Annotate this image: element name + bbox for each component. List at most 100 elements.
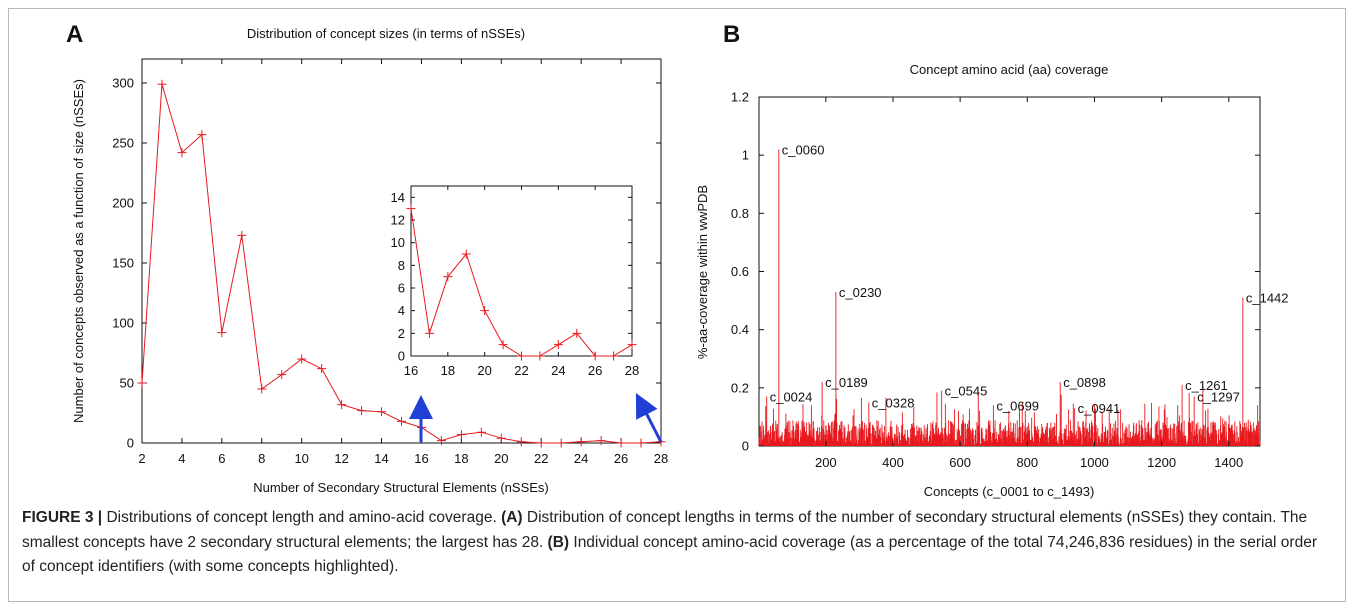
data-point	[536, 438, 546, 448]
data-point	[177, 148, 187, 158]
inset-data-point	[590, 351, 600, 361]
x-tick-label: 14	[374, 451, 388, 466]
data-point	[516, 437, 526, 447]
inset-x-tick-label: 24	[551, 363, 565, 378]
data-point	[297, 354, 307, 364]
inset-data-point	[443, 272, 453, 282]
panel-b-y-axis-label: %-aa-coverage within wwPDB	[695, 185, 710, 359]
inset-x-tick-label: 28	[625, 363, 639, 378]
inset-y-tick-label: 8	[398, 258, 405, 273]
panel-b-axis-ticks: 200 400 600 800 1000 1200 1400 0 0.2 0.4 0.6 0.8 1 1.…	[731, 90, 1260, 470]
inset-y-tick-label: 12	[391, 213, 405, 228]
data-point	[496, 433, 506, 443]
data-point	[277, 370, 287, 380]
inset-x-tick-label: 18	[441, 363, 455, 378]
coverage-bars	[758, 149, 1261, 446]
x-tick-label: 400	[882, 455, 904, 470]
highlight-label: c_0230	[839, 285, 882, 300]
data-point	[476, 427, 486, 437]
caption-lead: Distributions of concept length and amin…	[102, 509, 502, 526]
panel-b-bars	[758, 149, 1261, 446]
caption-b-text: Individual concept amino-acid coverage (…	[22, 533, 1317, 576]
x-tick-label: 600	[949, 455, 971, 470]
data-point	[357, 406, 367, 416]
caption-a-label: (A)	[501, 509, 523, 526]
caption-figure-label: FIGURE 3 |	[22, 509, 103, 526]
data-point	[157, 79, 167, 89]
inset-data-point	[572, 328, 582, 338]
inset-series	[406, 204, 637, 361]
x-tick-label: 26	[614, 451, 628, 466]
inset-y-tick-label: 6	[398, 281, 405, 296]
highlight-label: c_1261	[1185, 378, 1228, 393]
figure-frame	[8, 8, 1346, 602]
data-point	[616, 438, 626, 448]
inset-data-point	[480, 306, 490, 316]
data-point	[377, 407, 387, 417]
x-tick-label: 8	[258, 451, 265, 466]
data-point	[397, 416, 406, 426]
data-point	[237, 230, 247, 240]
x-tick-label: 800	[1016, 455, 1038, 470]
y-tick-label: 300	[112, 76, 134, 91]
data-point	[257, 384, 267, 394]
inset-y-tick-label: 2	[398, 326, 405, 341]
inset-data-point	[609, 351, 619, 361]
x-tick-label: 2	[138, 451, 145, 466]
x-tick-label: 22	[534, 451, 548, 466]
y-tick-label: 0.8	[731, 206, 749, 221]
x-tick-label: 12	[334, 451, 348, 466]
highlight-label: c_0545	[945, 384, 988, 399]
inset-y-tick-label: 0	[398, 349, 405, 364]
data-point	[456, 430, 466, 440]
data-point	[576, 437, 586, 447]
inset-data-point	[553, 340, 563, 350]
figure-3-graphic: A Distribution of concept sizes (in term…	[66, 21, 1289, 499]
panel-a-axis-ticks: 2 4 6 8 10 12 14 16 18 20 22 24 26 280501001502002503…	[112, 59, 668, 466]
x-tick-label: 6	[218, 451, 225, 466]
inset-data-point	[498, 340, 508, 350]
y-tick-label: 0.2	[731, 380, 749, 395]
panel-a-title: Distribution of concept sizes (in terms …	[247, 26, 525, 41]
y-tick-label: 50	[120, 376, 134, 391]
x-tick-label: 28	[654, 451, 668, 466]
y-tick-label: 250	[112, 136, 134, 151]
highlight-label: c_1297	[1197, 390, 1240, 405]
panel-b-title: Concept amino acid (aa) coverage	[910, 62, 1109, 77]
y-tick-label: 0.6	[731, 264, 749, 279]
highlight-label: c_0024	[770, 390, 813, 405]
inset-y-tick-label: 14	[391, 190, 405, 205]
panel-a-y-axis-label: Number of concepts observed as a functio…	[71, 79, 86, 423]
data-point	[317, 364, 327, 374]
panel-b-plot-frame	[758, 96, 1261, 447]
inset-data-point	[535, 351, 545, 361]
data-point	[636, 438, 646, 448]
panel-b: B Concept amino acid (aa) coverage 200 40…	[695, 21, 1289, 499]
arrow-28-icon	[635, 392, 663, 443]
x-tick-label: 1400	[1214, 455, 1243, 470]
y-tick-label: 0.4	[731, 322, 749, 337]
y-tick-label: 0	[127, 436, 134, 451]
panel-b-letter: B	[723, 21, 740, 48]
highlight-label: c_0189	[825, 375, 868, 390]
data-point	[217, 328, 227, 338]
y-tick-label: 150	[112, 256, 134, 271]
y-tick-label: 1.2	[731, 90, 749, 105]
data-point	[337, 400, 347, 410]
inset-x-tick-label: 26	[588, 363, 602, 378]
x-tick-label: 1000	[1080, 455, 1109, 470]
x-tick-label: 16	[414, 451, 428, 466]
y-tick-label: 100	[112, 316, 134, 331]
inset-data-point	[627, 340, 637, 350]
x-tick-label: 1200	[1147, 455, 1176, 470]
y-tick-label: 1	[742, 148, 749, 163]
highlight-label: c_0060	[782, 142, 825, 157]
inset-y-tick-label: 4	[398, 303, 405, 318]
x-tick-label: 20	[494, 451, 508, 466]
inset-data-point	[406, 204, 416, 214]
data-point	[436, 436, 446, 446]
x-tick-label: 24	[574, 451, 588, 466]
data-point	[596, 436, 606, 446]
inset-data-point	[517, 351, 526, 361]
